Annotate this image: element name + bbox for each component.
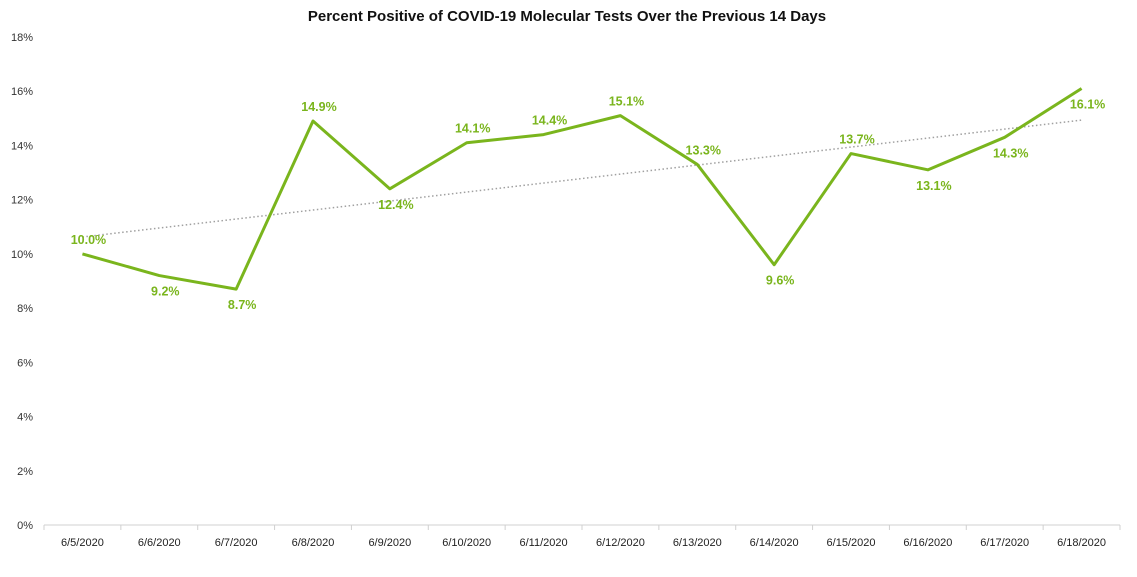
x-tick-label: 6/9/2020 (368, 537, 411, 549)
y-tick-label: 0% (17, 520, 33, 532)
data-label: 13.1% (916, 179, 951, 193)
y-tick-label: 10% (11, 249, 33, 261)
data-label-layer: 10.0% 9.2% 8.7% 14.9% 12.4% 14.1% 14.4% 15.1% 13… (71, 95, 1106, 313)
y-tick-label: 6% (17, 357, 33, 369)
data-label: 14.1% (455, 122, 490, 136)
x-tick-label: 6/13/2020 (673, 537, 722, 549)
y-tick-label: 4% (17, 412, 33, 424)
x-tick-label: 6/10/2020 (442, 537, 491, 549)
chart-title: Percent Positive of COVID-19 Molecular T… (308, 8, 826, 25)
data-label: 14.3% (993, 146, 1028, 160)
data-label: 13.3% (686, 143, 721, 157)
x-tick-label: 6/7/2020 (215, 537, 258, 549)
x-tick-label: 6/15/2020 (827, 537, 876, 549)
x-tick-label: 6/18/2020 (1057, 537, 1106, 549)
data-label: 14.4% (532, 114, 567, 128)
data-label: 16.1% (1070, 98, 1105, 112)
x-axis: 6/5/2020 6/6/2020 6/7/2020 6/8/2020 6/9/2020… (43, 524, 1121, 549)
data-label: 15.1% (609, 95, 644, 109)
x-tick-label: 6/12/2020 (596, 537, 645, 549)
y-tick-label: 8% (17, 303, 33, 315)
data-label: 9.2% (151, 285, 180, 299)
y-tick-label: 12% (11, 195, 33, 207)
x-tick-label: 6/8/2020 (292, 537, 335, 549)
data-label: 9.6% (766, 274, 795, 288)
x-tick-label: 6/17/2020 (980, 537, 1029, 549)
data-label: 14.9% (301, 100, 336, 114)
series-layer (82, 87, 1083, 291)
y-tick-label: 16% (11, 86, 33, 98)
x-tick-label: 6/16/2020 (903, 537, 952, 549)
x-tick-label: 6/6/2020 (138, 537, 181, 549)
data-label: 13.7% (839, 133, 874, 147)
y-tick-label: 18% (11, 32, 33, 44)
x-tick-label: 6/5/2020 (61, 537, 104, 549)
y-tick-label: 14% (11, 140, 33, 152)
series-line (82, 87, 1083, 291)
data-label: 12.4% (378, 198, 413, 212)
y-axis: 0% 2% 4% 6% 8% 10% 12% 14% 16% 18% (11, 32, 33, 532)
data-label: 10.0% (71, 233, 106, 247)
data-label: 8.7% (228, 298, 257, 312)
x-tick-label: 6/14/2020 (750, 537, 799, 549)
y-tick-label: 2% (17, 466, 33, 478)
x-tick-label: 6/11/2020 (520, 537, 568, 549)
